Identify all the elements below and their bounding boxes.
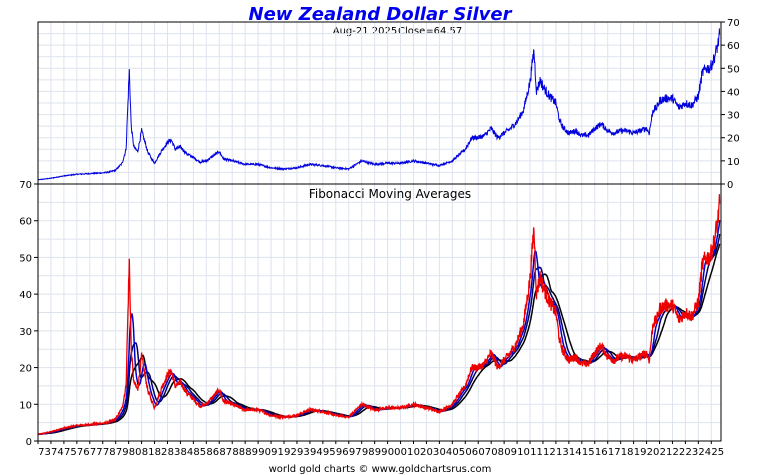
- bottom-x-tick-label: 09: [504, 447, 517, 458]
- bottom-x-tick-label: 88: [232, 447, 245, 458]
- top-y-tick-label: 0: [727, 180, 733, 191]
- bottom-x-tick-label: 83: [168, 447, 181, 458]
- bottom-x-tick-label: 94: [310, 447, 323, 458]
- bottom-x-tick-label: 21: [660, 447, 673, 458]
- subtitle-close: Close=64.57: [398, 26, 462, 37]
- bottom-x-tick-label: 02: [414, 447, 427, 458]
- bottom-x-tick-label: 08: [491, 447, 504, 458]
- bottom-x-tick-label: 86: [206, 447, 219, 458]
- bottom-x-tick-label: 07: [478, 447, 491, 458]
- bottom-y-tick-label: 50: [19, 253, 32, 264]
- bottom-x-tick-label: 76: [77, 447, 90, 458]
- bottom-x-tick-label: 89: [245, 447, 258, 458]
- bottom-y-tick-label: 0: [26, 437, 32, 448]
- bottom-x-tick-label: 11: [530, 447, 543, 458]
- bottom-x-tick-label: 91: [271, 447, 284, 458]
- bottom-x-tick-label: 75: [64, 447, 77, 458]
- bottom-x-tick-label: 81: [142, 447, 155, 458]
- bottom-x-tick-label: 77: [90, 447, 103, 458]
- bottom-x-tick-label: 01: [401, 447, 414, 458]
- chart-title: New Zealand Dollar Silver: [249, 4, 513, 25]
- bottom-x-tick-label: 13: [556, 447, 569, 458]
- top-y-tick-label: 10: [727, 157, 740, 168]
- bottom-x-tick-label: 03: [427, 447, 440, 458]
- top-y-axis-ticks: 0 10 20 30 40 50 60 70: [721, 18, 740, 191]
- bottom-y-tick-label: 10: [19, 400, 32, 411]
- price-series-line: [37, 28, 721, 181]
- bottom-y-tick-label: 40: [19, 290, 32, 301]
- bottom-x-tick-label: 15: [582, 447, 595, 458]
- fibonacci-panel-title: Fibonacci Moving Averages: [309, 187, 471, 201]
- bottom-x-tick-label: 99: [375, 447, 388, 458]
- bottom-y-axis-ticks: 0 10 20 30 40 50 60 70: [19, 180, 38, 448]
- top-y-tick-label: 20: [727, 134, 740, 145]
- bottom-x-tick-label: 00: [388, 447, 401, 458]
- bottom-x-tick-label: 82: [155, 447, 168, 458]
- bottom-x-tick-label: 97: [349, 447, 362, 458]
- fibonacci-ma-line-0: [37, 194, 721, 436]
- bottom-x-tick-label: 23: [686, 447, 699, 458]
- bottom-x-tick-label: 79: [116, 447, 129, 458]
- bottom-x-tick-label: 18: [621, 447, 634, 458]
- bottom-x-tick-label: 17: [608, 447, 621, 458]
- bottom-y-tick-label: 30: [19, 327, 32, 338]
- fibonacci-series-group: [37, 194, 721, 436]
- bottom-x-tick-label: 93: [297, 447, 310, 458]
- bottom-x-tick-label: 20: [647, 447, 660, 458]
- bottom-x-tick-label: 87: [219, 447, 232, 458]
- bottom-x-tick-label: 04: [440, 447, 453, 458]
- bottom-x-tick-label: 24: [698, 447, 711, 458]
- bottom-x-tick-label: 96: [336, 447, 349, 458]
- top-y-tick-label: 60: [727, 41, 740, 52]
- top-y-tick-label: 50: [727, 64, 740, 75]
- bottom-x-tick-label: 80: [129, 447, 142, 458]
- bottom-x-tick-label: 06: [465, 447, 478, 458]
- bottom-x-tick-label: 19: [634, 447, 647, 458]
- bottom-x-tick-label: 14: [569, 447, 582, 458]
- price-series-group: [37, 28, 721, 181]
- bottom-x-tick-label: 25: [711, 447, 724, 458]
- bottom-x-tick-label: 16: [595, 447, 608, 458]
- bottom-x-tick-label: 05: [452, 447, 465, 458]
- subtitle-date: Aug-21 2025: [333, 26, 398, 37]
- bottom-y-tick-label: 60: [19, 217, 32, 228]
- bottom-x-tick-label: 10: [517, 447, 530, 458]
- bottom-x-tick-label: 95: [323, 447, 336, 458]
- bottom-panel-frame: [37, 183, 722, 442]
- bottom-x-tick-label: 73: [38, 447, 51, 458]
- bottom-x-tick-label: 74: [51, 447, 64, 458]
- bottom-y-tick-label: 70: [19, 180, 32, 191]
- top-y-tick-label: 40: [727, 87, 740, 98]
- bottom-x-tick-label: 92: [284, 447, 297, 458]
- footer-credit: world gold charts © www.goldchartsrus.co…: [269, 464, 492, 475]
- bottom-y-tick-label: 20: [19, 364, 32, 375]
- top-y-tick-label: 70: [727, 18, 740, 29]
- bottom-x-tick-label: 98: [362, 447, 375, 458]
- bottom-x-tick-label: 12: [543, 447, 556, 458]
- bottom-x-tick-label: 22: [673, 447, 686, 458]
- bottom-x-tick-label: 78: [103, 447, 116, 458]
- bottom-x-tick-label: 84: [181, 447, 194, 458]
- bottom-x-axis-ticks: 73 74 75 76 77 78 79 80 81 82 83 84 85 86 87 88 89 90 91 92…: [37, 441, 724, 458]
- bottom-x-tick-label: 90: [258, 447, 271, 458]
- bottom-x-tick-label: 85: [193, 447, 206, 458]
- top-y-tick-label: 30: [727, 111, 740, 122]
